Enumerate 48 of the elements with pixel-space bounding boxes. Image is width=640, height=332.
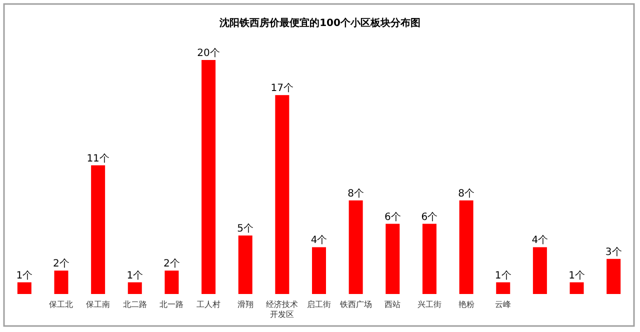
data-label: 11个 (86, 152, 110, 164)
data-label: 20个 (197, 47, 220, 59)
bar (312, 247, 326, 294)
bar (275, 95, 290, 294)
bar (164, 270, 179, 294)
x-tick-label: 北二路 (122, 300, 147, 309)
x-tick-label: 工人村 (196, 300, 221, 309)
data-label: 17个 (270, 82, 294, 94)
bar (54, 270, 68, 294)
bar (459, 200, 474, 294)
bar (570, 282, 584, 294)
bar (496, 282, 510, 294)
bar (348, 200, 363, 294)
data-label: 4个 (310, 234, 328, 246)
data-label: 2个 (164, 258, 180, 270)
data-label: 8个 (458, 187, 474, 200)
x-tick-label: 艳粉 (458, 300, 474, 309)
x-tick-label: 铁西广场 (338, 300, 372, 309)
data-label: 3个 (605, 246, 622, 258)
data-label: 6个 (421, 210, 438, 223)
bar (532, 247, 547, 294)
x-tick-label: 保工北 (49, 300, 74, 309)
data-label: 6个 (384, 210, 401, 223)
x-tick-label: 滑翔 (237, 300, 254, 309)
x-tick-label: 北一路 (160, 300, 184, 309)
bar (128, 282, 142, 294)
x-tick-label: 兴工街 (417, 300, 442, 309)
data-label: 1个 (16, 269, 33, 282)
data-label: 4个 (532, 234, 548, 246)
bar (91, 165, 106, 294)
data-label: 1个 (494, 269, 512, 282)
bar (238, 236, 252, 294)
x-tick-label: 保工南 (86, 300, 110, 309)
bar (422, 224, 436, 294)
bar (17, 282, 32, 294)
data-label: 2个 (53, 258, 70, 270)
data-label: 1个 (568, 269, 585, 282)
data-label: 8个 (348, 187, 364, 200)
data-label: 5个 (237, 222, 254, 234)
bar (386, 224, 400, 294)
bar (202, 60, 216, 294)
x-tick-label: 西站 (384, 300, 401, 309)
x-tick-label: 云峰 (495, 300, 512, 309)
x-tick-label: 经济技术开发区 (266, 300, 298, 319)
data-label: 1个 (126, 269, 144, 282)
bar (606, 258, 621, 294)
chart-title: 沈阳铁西房价最便宜的100个小区板块分布图 (218, 17, 420, 29)
x-tick-label: 启工街 (307, 300, 331, 309)
